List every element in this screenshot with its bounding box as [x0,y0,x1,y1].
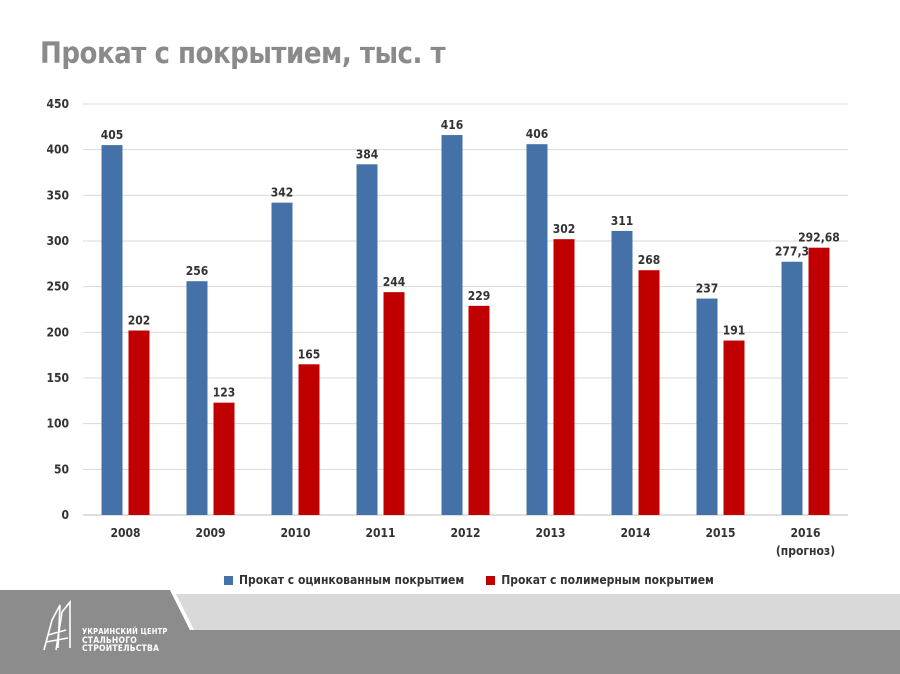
bar-galvanized-2015 [696,298,718,515]
data-label-galvanized-2016: 277,3 [775,245,809,259]
data-label-polymer-2011: 244 [383,275,406,289]
y-tick-label-300: 300 [46,234,69,248]
bar-polymer-2011 [383,292,405,515]
y-tick-label-400: 400 [46,143,69,157]
data-label-galvanized-2013: 406 [526,127,549,141]
y-tick-label-350: 350 [46,188,69,202]
legend-item-polymer: Прокат с полимерным покрытием [486,573,714,587]
bar-galvanized-2012 [441,135,463,515]
logo-text: УКРАИНСКИЙ ЦЕНТР СТАЛЬНОГО СТРОИТЕЛЬСТВА [82,627,168,654]
y-tick-label-100: 100 [46,417,69,431]
bar-polymer-2009 [213,402,235,515]
data-label-polymer-2014: 268 [638,253,661,267]
y-axis-ticks: 0 50 100 150 200 250 300 350 400 450 [46,97,69,522]
bar-galvanized-2014 [611,230,633,515]
bar-polymer-2012 [468,305,490,515]
data-label-polymer-2013: 302 [553,222,576,236]
y-tick-label-0: 0 [61,508,69,522]
bar-galvanized-2008 [101,145,123,515]
legend-label-polymer: Прокат с полимерным покрытием [501,573,714,587]
bar-polymer-2014 [638,270,660,515]
x-tick-label-2012: 2012 [450,526,480,540]
x-tick-label-2014: 2014 [620,526,651,540]
data-label-polymer-2010: 165 [298,347,321,361]
footer-band [0,590,900,674]
y-tick-label-450: 450 [46,97,69,111]
bar-galvanized-2013 [526,144,548,516]
x-tick-label-2015: 2015 [705,526,735,540]
x-tick-label-2010: 2010 [280,526,310,540]
gridlines [83,103,848,516]
x-tick-sublabel-2016: (прогноз) [776,544,835,558]
data-labels: 405 202 256 123 342 165 384 244 416 229 406 302 311 2… [101,118,840,400]
x-axis-ticks: 2008 2009 2010 2011 2012 2013 2014 2015 2016 (про… [110,526,835,558]
chart-title: Прокат с покрытием, тыс. т [40,36,446,70]
bar-galvanized-2010 [271,202,293,515]
bar-polymer-2013 [553,239,575,515]
bar-polymer-2008 [128,330,150,515]
data-label-galvanized-2012: 416 [441,118,464,132]
legend-item-galvanized: Прокат с оцинкованным покрытием [224,573,464,587]
bar-galvanized-2009 [186,281,208,515]
legend-label-galvanized: Прокат с оцинкованным покрытием [239,573,465,587]
legend: Прокат с оцинкованным покрытием Прокат с… [224,573,714,587]
data-label-galvanized-2009: 256 [186,264,209,278]
x-tick-label-2009: 2009 [195,526,225,540]
logo-line-3: СТРОИТЕЛЬСТВА [82,644,160,654]
y-tick-label-250: 250 [46,280,69,294]
x-tick-label-2016: 2016 [790,526,820,540]
data-label-polymer-2016: 292,68 [798,231,840,245]
footer-light-shape [176,594,900,630]
bar-polymer-2016 [808,247,830,515]
bars [101,135,830,516]
data-label-polymer-2015: 191 [723,324,746,338]
legend-swatch-polymer [486,575,496,585]
data-label-galvanized-2014: 311 [611,214,634,228]
legend-swatch-galvanized [224,575,233,585]
y-tick-label-50: 50 [54,462,69,476]
data-label-polymer-2008: 202 [128,314,151,328]
bar-galvanized-2011 [356,164,378,515]
data-label-galvanized-2008: 405 [101,128,124,142]
logo-line-2: СТАЛЬНОГО [82,635,137,646]
logo-line-1: УКРАИНСКИЙ ЦЕНТР [82,627,168,636]
x-tick-label-2013: 2013 [535,526,565,540]
data-label-polymer-2012: 229 [468,289,491,303]
data-label-polymer-2009: 123 [213,386,236,400]
building-logo-icon [43,599,71,651]
bar-polymer-2010 [298,364,320,515]
x-tick-label-2008: 2008 [110,526,140,540]
y-tick-label-200: 200 [46,325,69,339]
bar-galvanized-2016 [781,261,803,515]
x-tick-label-2011: 2011 [365,526,395,540]
data-label-galvanized-2015: 237 [696,282,719,296]
bar-polymer-2015 [723,340,745,515]
footer-dark-shape [0,590,900,674]
y-tick-label-150: 150 [46,371,69,385]
data-label-galvanized-2010: 342 [271,186,294,200]
data-label-galvanized-2011: 384 [356,147,379,161]
